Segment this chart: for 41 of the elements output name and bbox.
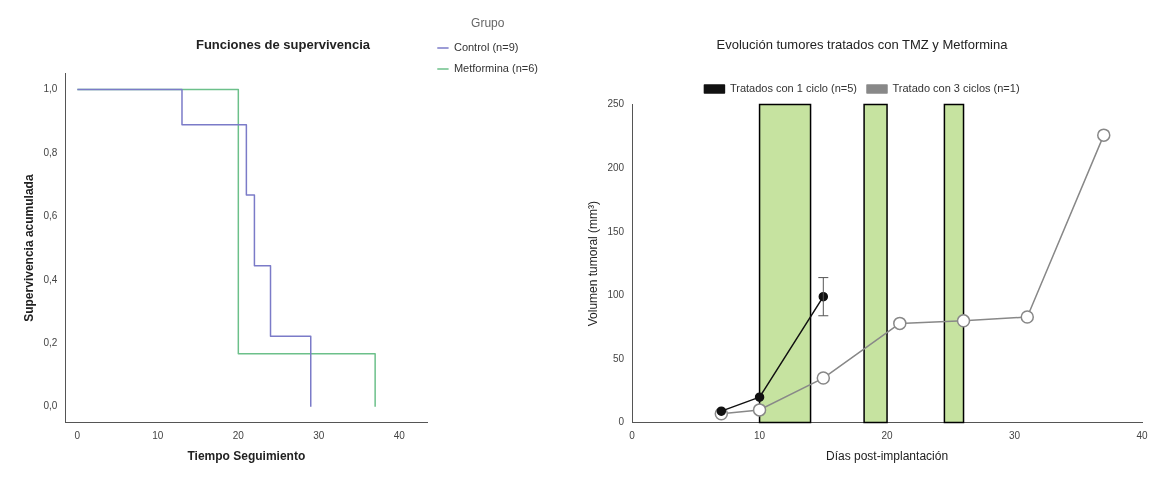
y-tick-label: 50 — [612, 352, 625, 364]
point — [893, 316, 907, 331]
legend-title: Grupo — [471, 16, 505, 31]
x-tick-label: 0 — [74, 430, 81, 442]
x-axis-title: Tiempo Seguimiento — [187, 449, 306, 464]
y-tick-label: 250 — [607, 98, 625, 110]
x-tick-label: 40 — [1136, 430, 1148, 442]
chart-title: Funciones de supervivencia — [195, 37, 371, 53]
x-axis-title: Días post-implantación — [826, 449, 949, 464]
y-tick-label: 1,0 — [43, 83, 58, 95]
point — [754, 392, 765, 402]
y-tick-label: 0,6 — [43, 210, 58, 222]
legend-label: Tratados con 1 ciclo (n=5) — [729, 82, 858, 95]
legend-label: Tratado con 3 ciclos (n=1) — [892, 82, 1020, 95]
point — [1020, 310, 1035, 324]
y-axis-title: Volumen tumoral (mm³) — [585, 200, 600, 327]
y-tick-label: 0 — [618, 416, 625, 428]
x-tick-label: 20 — [232, 430, 245, 442]
point — [956, 314, 971, 328]
x-tick-label: 10 — [754, 430, 766, 442]
chart-title: Evolución tumores tratados con TMZ y Metformina — [716, 37, 1009, 53]
x-tick-label: 10 — [152, 430, 164, 442]
point — [716, 406, 727, 416]
x-tick-label: 0 — [629, 430, 636, 442]
x-tick-label: 30 — [313, 430, 325, 442]
y-axis-title: Supervivencia acumulada — [21, 174, 36, 322]
y-tick-label: 100 — [607, 289, 625, 301]
x-tick-label: 40 — [393, 430, 406, 442]
x-tick-label: 20 — [881, 430, 894, 442]
legend-label: Metformina (n=6) — [453, 61, 538, 74]
y-tick-label: 0,4 — [43, 273, 58, 285]
point — [816, 371, 831, 385]
y-tick-label: 200 — [607, 161, 625, 173]
point — [1097, 128, 1111, 142]
y-tick-label: 0,2 — [43, 337, 58, 349]
y-tick-label: 150 — [607, 225, 625, 237]
point — [752, 403, 767, 417]
x-tick-label: 30 — [1008, 430, 1021, 442]
y-tick-label: 0,8 — [43, 146, 58, 158]
legend-label: Control (n=9) — [453, 40, 519, 53]
y-tick-label: 0,0 — [43, 400, 58, 412]
